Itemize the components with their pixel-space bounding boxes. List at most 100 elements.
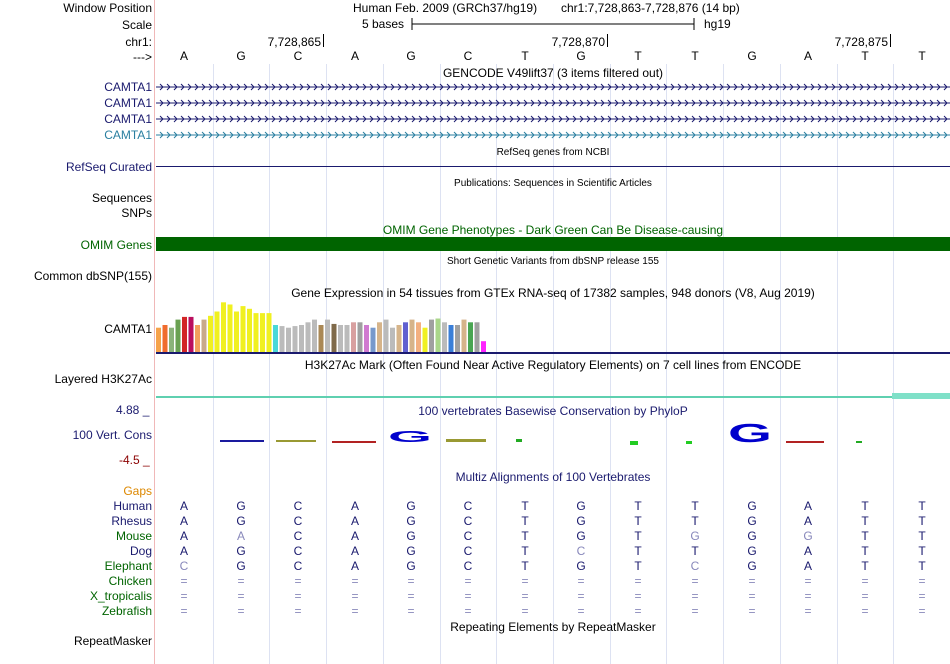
gtex-tissue-bar[interactable] [422, 327, 428, 352]
gtex-tissue-bar[interactable] [370, 327, 376, 352]
gtex-tissue-bar[interactable] [390, 327, 395, 352]
chr-label: chr1: [125, 35, 152, 49]
h3k27ac-label[interactable]: Layered H3K27Ac [54, 372, 152, 386]
gtex-tissue-bar[interactable] [169, 327, 174, 352]
gencode-transcript-line[interactable] [156, 130, 950, 140]
gencode-transcript-line[interactable] [156, 82, 950, 92]
multiz-species-label[interactable]: Mouse [115, 529, 152, 543]
gtex-tissue-bar[interactable] [461, 319, 467, 352]
refseq-line[interactable] [156, 166, 950, 167]
gtex-tissue-bar[interactable] [221, 302, 226, 352]
gtex-bar-chart[interactable] [156, 298, 950, 354]
sidebar-divider[interactable] [154, 0, 155, 664]
gtex-tissue-bar[interactable] [182, 316, 187, 352]
gencode-gene-label[interactable]: CAMTA1 [104, 80, 152, 94]
gencode-gene-label[interactable]: CAMTA1 [104, 96, 152, 110]
gtex-tissue-bar[interactable] [227, 304, 233, 352]
multiz-species-label[interactable]: X_tropicalis [89, 589, 152, 603]
gtex-tissue-bar[interactable] [253, 313, 259, 352]
gtex-label[interactable]: CAMTA1 [104, 322, 152, 336]
gtex-tissue-bar[interactable] [331, 323, 337, 352]
gtex-tissue-bar[interactable] [292, 326, 298, 352]
multiz-base: C [463, 529, 473, 543]
gtex-tissue-bar[interactable] [175, 319, 181, 352]
dbsnp-label[interactable]: Common dbSNP(155) [33, 269, 152, 283]
base-letter: C [293, 49, 303, 63]
gtex-tissue-bar[interactable] [435, 318, 441, 352]
gtex-tissue-bar[interactable] [455, 325, 460, 352]
gtex-tissue-bar[interactable] [377, 322, 382, 352]
gtex-tissue-bar[interactable] [299, 325, 304, 352]
gtex-tissue-bar[interactable] [383, 319, 389, 352]
base-letter: T [691, 49, 699, 63]
gtex-tissue-bar[interactable] [162, 325, 168, 352]
multiz-species-label[interactable]: Dog [129, 544, 152, 558]
gtex-tissue-bar[interactable] [351, 322, 356, 352]
multiz-species-label[interactable]: Rhesus [111, 514, 152, 528]
gtex-tissue-bar[interactable] [448, 325, 454, 352]
gtex-tissue-bar[interactable] [195, 325, 200, 352]
gaps-label[interactable]: Gaps [123, 484, 152, 498]
gtex-tissue-bar[interactable] [481, 341, 486, 352]
gtex-tissue-bar[interactable] [305, 322, 311, 352]
h3k27ac-signal[interactable] [156, 392, 950, 400]
multiz-base: A [179, 544, 188, 558]
gtex-tissue-bar[interactable] [247, 308, 252, 352]
gtex-tissue-bar[interactable] [234, 311, 239, 353]
gtex-tissue-bar[interactable] [188, 316, 194, 352]
multiz-species-label[interactable]: Human [113, 499, 152, 513]
gtex-tissue-bar[interactable] [416, 322, 421, 352]
gtex-tissue-bar[interactable] [409, 319, 415, 352]
multiz-base: T [861, 529, 869, 543]
gtex-tissue-bar[interactable] [201, 319, 207, 352]
gtex-tissue-bar[interactable] [396, 325, 402, 352]
gtex-tissue-bar[interactable] [260, 313, 265, 352]
multiz-species-label[interactable]: Chicken [108, 574, 152, 588]
omim-label[interactable]: OMIM Genes [80, 238, 152, 252]
gtex-tissue-bar[interactable] [286, 327, 291, 352]
phylop-logo[interactable]: G G [156, 420, 950, 450]
multiz-base: T [918, 544, 926, 558]
multiz-species-label[interactable]: Zebrafish [101, 604, 152, 618]
gtex-tissue-bar[interactable] [442, 322, 447, 352]
gtex-track-title: Gene Expression in 54 tissues from GTEx … [291, 286, 815, 300]
gencode-gene-label[interactable]: CAMTA1 [104, 128, 152, 142]
dbsnp-track-title: Short Genetic Variants from dbSNP releas… [447, 256, 659, 267]
position-text[interactable]: chr1:7,728,863-7,728,876 (14 bp) [561, 1, 740, 15]
gtex-tissue-bar[interactable] [214, 311, 220, 353]
multiz-base: C [463, 559, 473, 573]
gtex-tissue-bar[interactable] [468, 322, 473, 352]
repeatmasker-label[interactable]: RepeatMasker [73, 634, 152, 648]
gtex-tissue-bar[interactable] [273, 325, 278, 352]
multiz-base: = [464, 604, 472, 618]
gtex-tissue-bar[interactable] [403, 322, 408, 352]
multiz-species-label[interactable]: Elephant [104, 559, 152, 573]
refseq-label[interactable]: RefSeq Curated [65, 160, 152, 174]
gtex-tissue-bar[interactable] [156, 327, 161, 352]
gtex-tissue-bar[interactable] [279, 326, 285, 352]
gtex-tissue-bar[interactable] [338, 325, 343, 352]
sequences-label[interactable]: Sequences [91, 191, 152, 205]
gtex-tissue-bar[interactable] [364, 325, 369, 352]
gtex-tissue-bar[interactable] [266, 313, 272, 352]
gencode-transcript-line[interactable] [156, 98, 950, 108]
gtex-tissue-bar[interactable] [208, 315, 213, 352]
snps-label[interactable]: SNPs [121, 206, 152, 220]
gtex-tissue-bar[interactable] [318, 325, 324, 352]
gencode-gene-label[interactable]: CAMTA1 [104, 112, 152, 126]
gtex-tissue-bar[interactable] [474, 322, 480, 352]
multiz-base: T [521, 559, 529, 573]
gencode-transcript-line[interactable] [156, 114, 950, 124]
omim-bar[interactable] [156, 237, 950, 251]
gtex-tissue-bar[interactable] [429, 319, 434, 352]
gtex-tissue-bar[interactable] [325, 319, 330, 352]
gtex-tissue-bar[interactable] [357, 322, 363, 352]
gtex-tissue-bar[interactable] [240, 306, 246, 352]
gtex-tissue-bar[interactable] [344, 325, 350, 352]
phylop-label[interactable]: 100 Vert. Cons [72, 428, 152, 442]
strand-arrow-label[interactable]: ---> [133, 50, 152, 64]
gtex-tissue-bar[interactable] [312, 319, 317, 352]
multiz-base: G [576, 559, 586, 573]
multiz-base: = [748, 574, 756, 588]
multiz-base: = [294, 574, 302, 588]
